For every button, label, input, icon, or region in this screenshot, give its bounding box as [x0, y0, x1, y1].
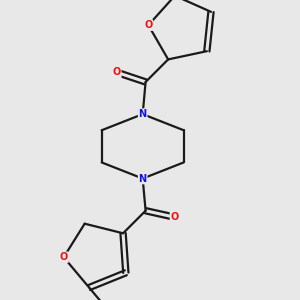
Text: O: O: [144, 20, 152, 30]
Text: N: N: [139, 109, 147, 119]
Text: N: N: [139, 173, 147, 184]
Text: O: O: [170, 212, 179, 222]
Text: O: O: [60, 252, 68, 262]
Text: O: O: [112, 67, 121, 77]
